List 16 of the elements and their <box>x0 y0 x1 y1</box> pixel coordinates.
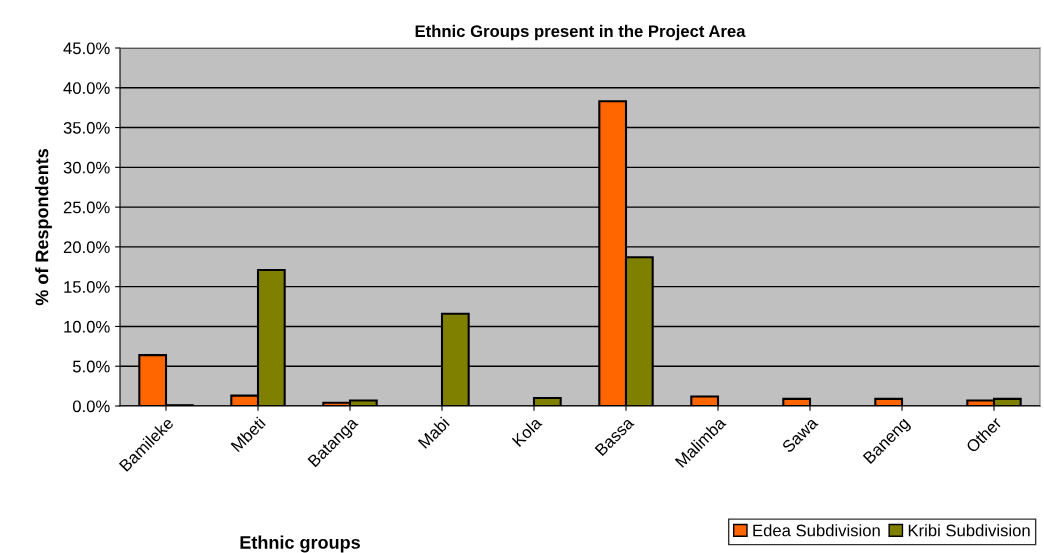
legend-label: Edea Subdivision <box>753 524 880 537</box>
y-tick-label: 20.0% <box>63 241 110 254</box>
y-tick-label: 25.0% <box>63 201 110 214</box>
y-tick-label: 40.0% <box>63 82 110 94</box>
y-tick-label: 35.0% <box>63 121 110 134</box>
y-tick-label: 30.0% <box>63 161 110 174</box>
x-axis-title: Ethnic groups <box>240 535 360 553</box>
y-axis-title: % of Respondents <box>35 148 52 306</box>
x-tick-label: Kola <box>511 415 543 447</box>
y-tick-label: 10.0% <box>64 320 110 333</box>
legend-label: Kribi Subdivision <box>908 524 1030 537</box>
chart-title: Ethnic Groups present in the Project Area <box>415 24 746 41</box>
y-tick-label: 0.0% <box>72 400 110 413</box>
y-tick-label: 5.0% <box>72 360 110 373</box>
y-tick-label: 45.0% <box>63 42 110 55</box>
y-tick-label: 15.0% <box>64 281 110 293</box>
